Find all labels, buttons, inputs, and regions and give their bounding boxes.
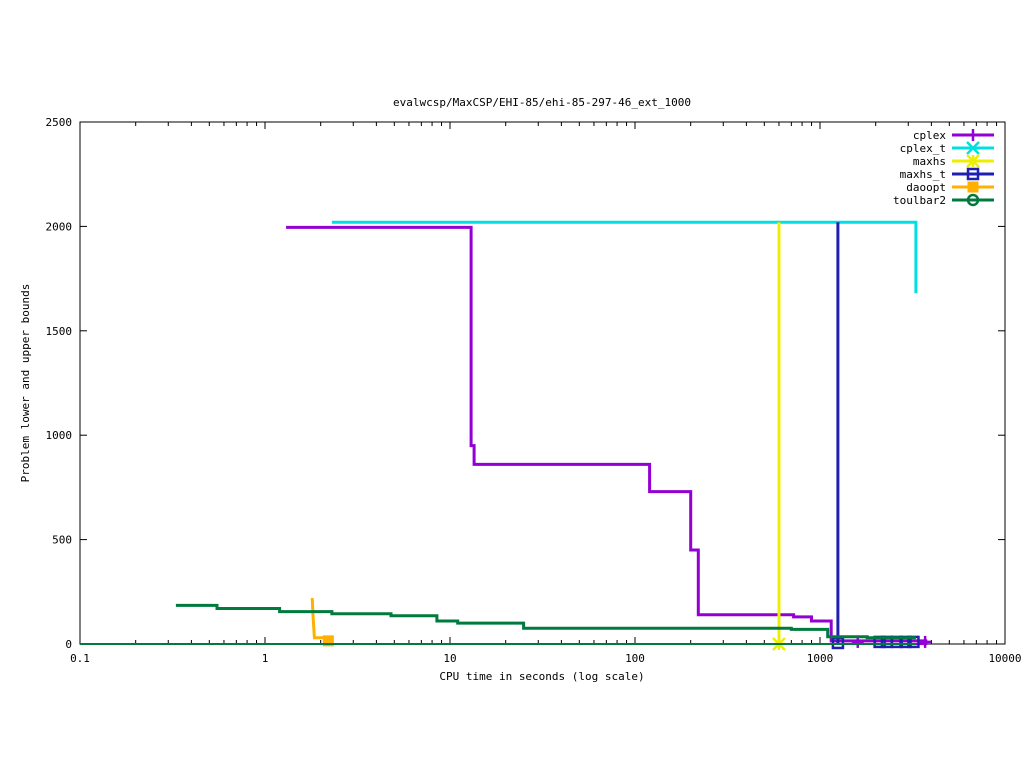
legend-label-maxhs: maxhs bbox=[913, 155, 946, 168]
series-daoopt-marker bbox=[322, 635, 334, 647]
legend-marker-cplex-t bbox=[966, 141, 980, 155]
series-toulbar2-line bbox=[175, 603, 916, 640]
x-tick-label: 0.1 bbox=[70, 652, 90, 665]
x-tick-label: 10000 bbox=[988, 652, 1021, 665]
plot-frame bbox=[79, 121, 1006, 645]
legend-label-cplex: cplex bbox=[913, 129, 946, 142]
series-cplex-marker bbox=[919, 635, 932, 648]
series-cplex-line bbox=[286, 225, 928, 643]
y-tick-label: 500 bbox=[52, 534, 72, 547]
y-tick-label: 1000 bbox=[46, 429, 73, 442]
x-axis-label: CPU time in seconds (log scale) bbox=[439, 670, 644, 683]
y-axis-label: Problem lower and upper bounds bbox=[19, 284, 32, 483]
chart-title: evalwcsp/MaxCSP/EHI-85/ehi-85-297-46_ext… bbox=[393, 96, 691, 109]
x-tick-label: 1000 bbox=[807, 652, 834, 665]
legend-marker-daoopt bbox=[967, 181, 979, 193]
legend-marker-cplex bbox=[967, 129, 979, 141]
legend-label-maxhs-t: maxhs_t bbox=[900, 168, 946, 181]
legend-label-daoopt: daoopt bbox=[906, 181, 946, 194]
legend-marker-maxhs-t bbox=[966, 167, 980, 181]
x-tick-label: 1 bbox=[262, 652, 269, 665]
legend-marker-toulbar2 bbox=[966, 193, 980, 207]
legend-label-toulbar2: toulbar2 bbox=[893, 194, 946, 207]
x-tick-label: 10 bbox=[443, 652, 456, 665]
y-tick-label: 1500 bbox=[46, 325, 73, 338]
y-tick-label: 0 bbox=[65, 638, 72, 651]
x-tick-label: 100 bbox=[625, 652, 645, 665]
y-tick-label: 2000 bbox=[46, 220, 73, 233]
series-cplex-t-line bbox=[331, 220, 918, 294]
legend-label-cplex-t: cplex_t bbox=[900, 142, 946, 155]
y-tick-label: 2500 bbox=[46, 116, 73, 129]
legend-marker-maxhs bbox=[966, 154, 980, 168]
